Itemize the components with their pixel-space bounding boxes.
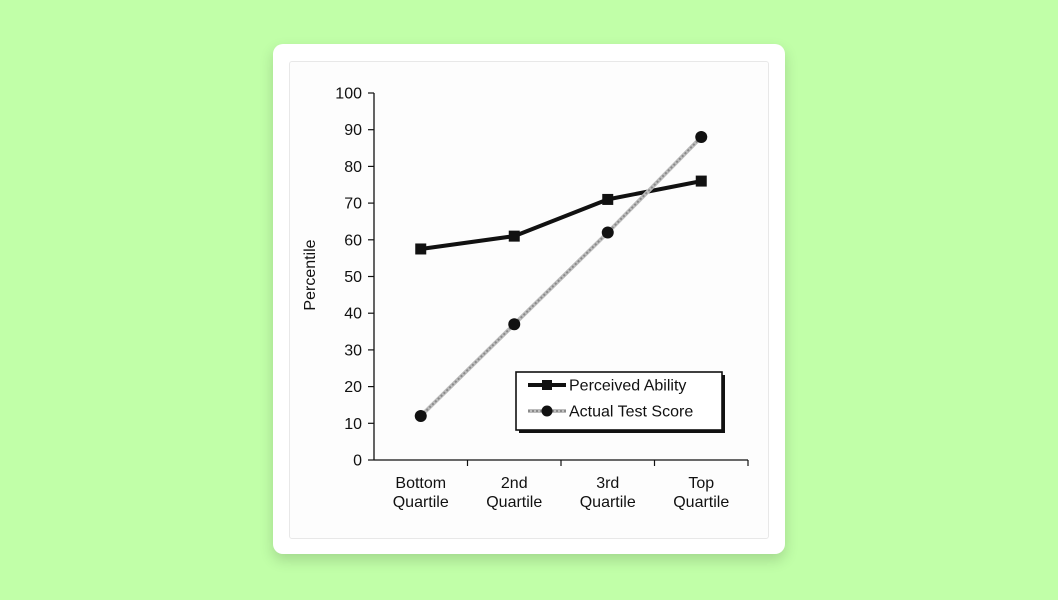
series-actual-test-score [414,131,708,422]
x-tick-label: 3rd [596,475,619,492]
legend-item: Perceived Ability [528,378,686,395]
y-tick-label: 10 [344,416,362,433]
x-tick-label: Bottom [395,475,446,492]
x-tick-label: Quartile [673,494,729,511]
data-point-circle [601,226,614,239]
data-point-square [602,193,614,205]
data-point-square [508,230,520,242]
legend-label: Perceived Ability [569,378,686,395]
legend: Perceived Ability Actual Test Score [515,371,725,433]
series-line [420,136,703,417]
x-tick-label: Top [688,475,714,492]
legend-marker-square [542,380,552,390]
x-tick-label: Quartile [486,494,542,511]
data-point-circle [414,409,427,422]
y-tick-label: 50 [344,269,362,286]
y-tick-label: 40 [344,306,362,323]
series-perceived-ability [415,175,707,255]
y-tick-label: 100 [335,86,362,103]
legend-label: Actual Test Score [569,404,693,421]
legend-marker-circle [541,405,553,417]
x-tick-label: Quartile [393,494,449,511]
series-line [420,179,702,251]
x-tick-label: 2nd [501,475,528,492]
chart-frame [289,61,769,539]
y-axis-label: Percentile [302,239,319,310]
y-tick-label: 60 [344,232,362,249]
data-point-square [415,243,427,255]
x-tick-label: Quartile [580,494,636,511]
data-point-square [695,175,707,187]
y-tick-label: 80 [344,159,362,176]
data-point-circle [695,131,708,144]
chart-card [273,44,785,554]
legend-item: Actual Test Score [528,404,693,421]
y-tick-label: 70 [344,196,362,213]
y-tick-label: 90 [344,122,362,139]
series-layer [414,131,708,422]
y-tick-label: 20 [344,379,362,396]
y-tick-label: 0 [353,453,362,470]
axes: 0 10 20 30 40 50 60 70 80 90 100 Bottom Quartile 2nd Q… [335,86,749,511]
data-point-circle [508,318,521,331]
y-tick-label: 30 [344,342,362,359]
